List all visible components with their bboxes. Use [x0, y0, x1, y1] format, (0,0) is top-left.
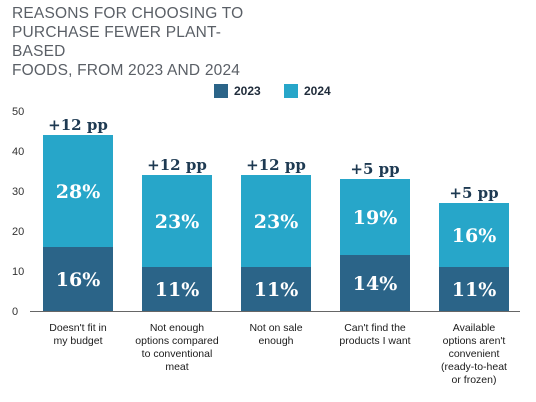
bar-segment-2024 — [142, 175, 212, 267]
data-label-2023: 11% — [254, 279, 299, 301]
y-tick-label: 30 — [12, 186, 24, 198]
data-label-2023: 11% — [155, 279, 200, 301]
change-label: +12 pp — [48, 116, 108, 134]
bar-segment-2023 — [241, 267, 311, 311]
data-label-2024: 16% — [452, 225, 497, 247]
category-label-convenient: Available options aren't convenient (rea… — [419, 322, 529, 387]
category-label-sale: Not on sale enough — [221, 322, 331, 348]
data-label-2024: 28% — [56, 181, 101, 203]
category-label-line: (ready-to-heat — [441, 361, 507, 373]
category-label-line: options aren't — [442, 335, 506, 347]
category-label-budget: Doesn't fit in my budget — [23, 322, 133, 348]
data-label-2023: 16% — [56, 269, 101, 291]
category-label-line: products I want — [339, 335, 411, 347]
chart-title-line: FOODS, FROM 2023 AND 2024 — [12, 62, 241, 79]
change-label: +5 pp — [449, 184, 498, 202]
chart-title: REASONS FOR CHOOSING TO PURCHASE FEWER P… — [12, 4, 272, 80]
change-label: +5 pp — [350, 160, 399, 178]
y-tick-label: 40 — [12, 146, 24, 158]
data-label-2024: 19% — [353, 207, 398, 229]
category-label-line: Can't find the — [344, 322, 406, 334]
bar-segment-2023 — [142, 267, 212, 311]
legend-swatch-2023 — [214, 84, 228, 98]
y-tick-label: 10 — [12, 266, 24, 278]
y-tick-label: 50 — [12, 106, 24, 118]
category-label-line: enough — [258, 335, 294, 347]
y-tick-label: 0 — [12, 306, 18, 318]
legend-label-2023: 2023 — [234, 84, 261, 98]
category-label-line: Not on sale — [249, 322, 303, 334]
category-label-line: Doesn't fit in — [49, 322, 107, 334]
data-label-2023: 14% — [353, 273, 398, 295]
bar-segment-2024 — [43, 135, 113, 247]
bar-segment-2023 — [340, 255, 410, 311]
data-label-2024: 23% — [254, 211, 299, 233]
category-label-line: Available — [452, 322, 496, 334]
category-label-line: or frozen) — [451, 374, 497, 386]
category-label-line: convenient — [448, 348, 500, 360]
category-label-find: Can't find the products I want — [320, 322, 430, 348]
category-label-line: to conventional — [141, 348, 213, 360]
category-label-line: Not enough — [149, 322, 205, 334]
category-label-line: meat — [165, 361, 189, 373]
category-label-line: options compared — [135, 335, 219, 347]
y-tick-label: 20 — [12, 226, 24, 238]
change-label: +12 pp — [147, 156, 207, 174]
data-label-2024: 23% — [155, 211, 200, 233]
category-label-options: Not enough options compared to conventio… — [122, 322, 232, 374]
data-label-2023: 11% — [452, 279, 497, 301]
legend-item-2023: 2023 — [214, 82, 261, 100]
legend-item-2024: 2024 — [284, 82, 331, 100]
bar-segment-2023 — [43, 247, 113, 311]
bar-segment-2024 — [340, 179, 410, 255]
chart-title-line: PURCHASE FEWER PLANT-BASED — [12, 24, 222, 60]
category-label-line: my budget — [53, 335, 103, 347]
bar-segment-2024 — [439, 203, 509, 267]
chart-title-line: REASONS FOR CHOOSING TO — [12, 5, 244, 22]
legend-label-2024: 2024 — [304, 84, 331, 98]
change-label: +12 pp — [246, 156, 306, 174]
bar-segment-2024 — [241, 175, 311, 267]
legend-swatch-2024 — [284, 84, 298, 98]
bar-segment-2023 — [439, 267, 509, 311]
